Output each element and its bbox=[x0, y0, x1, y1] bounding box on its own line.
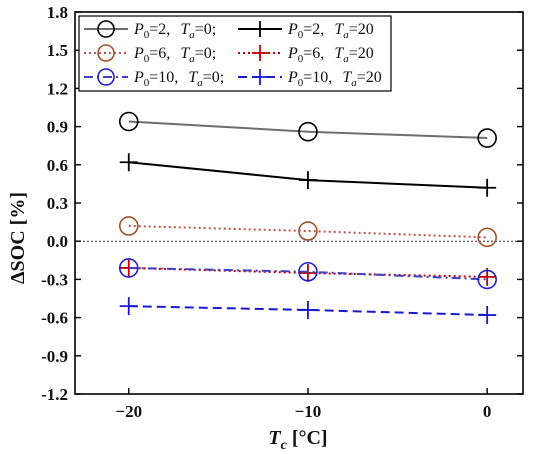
data-point-s1-1 bbox=[118, 111, 139, 132]
data-point-s6-1 bbox=[119, 297, 138, 316]
data-point-s3-2 bbox=[298, 221, 318, 241]
legend-label-4: P0=6, Ta=20 bbox=[287, 45, 374, 65]
series-line-6 bbox=[128, 305, 488, 317]
legend: P0=2, Ta=0; P0=2, Ta=20 P0=6, Ta=0; P0=6, Ta=20… bbox=[78, 15, 392, 92]
x-tick-label: 0 bbox=[483, 402, 492, 421]
y-tick-label: -0.9 bbox=[41, 347, 68, 366]
legend-marker-4 bbox=[252, 45, 268, 61]
series-line-1 bbox=[128, 120, 488, 140]
x-axis-title: Tc [°C] bbox=[268, 427, 327, 453]
data-point-s1-3 bbox=[477, 128, 497, 148]
x-tick-label: −10 bbox=[295, 402, 322, 421]
data-point-s6-2 bbox=[298, 300, 317, 319]
legend-marker-1 bbox=[97, 20, 115, 38]
y-tick-label: -0.6 bbox=[41, 309, 68, 328]
legend-label-3: P0=6, Ta=0; bbox=[133, 45, 216, 65]
y-tick-label: 0.6 bbox=[47, 156, 68, 175]
legend-marker-6 bbox=[252, 69, 268, 85]
data-point-s5-1 bbox=[118, 258, 139, 278]
legend-marker-2 bbox=[252, 21, 268, 37]
axes-layer: -1.2 -0.9 -0.6 -0.3 0.0 0.3 0.6 0.9 1.2 1.5 1.8 −20… bbox=[41, 3, 524, 421]
y-tick-label: 0.0 bbox=[47, 232, 68, 251]
data-point-s6-3 bbox=[478, 306, 497, 325]
y-tick-label: 0.9 bbox=[47, 118, 68, 137]
y-tick-label: -0.3 bbox=[41, 270, 68, 289]
data-point-s2-1 bbox=[119, 153, 138, 172]
data-point-s5-2 bbox=[298, 261, 318, 282]
legend-box bbox=[78, 15, 392, 92]
y-tick-label: -1.2 bbox=[41, 385, 68, 404]
y-tick-label: 1.2 bbox=[47, 79, 68, 98]
data-point-s2-3 bbox=[478, 178, 497, 197]
x-tick-label: −20 bbox=[115, 402, 142, 421]
y-tick-label: 1.8 bbox=[47, 3, 68, 22]
data-point-s5-3 bbox=[477, 269, 497, 290]
legend-label-5: P0=10, Ta=0; bbox=[133, 69, 224, 89]
legend-marker-3 bbox=[97, 44, 115, 62]
legend-label-1: P0=2, Ta=0; bbox=[133, 21, 216, 41]
y-axis-title: ΔSOC [%] bbox=[7, 192, 29, 284]
series-line-3 bbox=[128, 224, 488, 239]
legend-label-2: P0=2, Ta=20 bbox=[287, 21, 374, 41]
data-point-s2-2 bbox=[298, 171, 317, 190]
data-point-s4-2 bbox=[298, 264, 317, 283]
series-layer bbox=[118, 111, 497, 325]
data-point-s3-1 bbox=[118, 216, 139, 236]
data-point-s3-3 bbox=[477, 227, 497, 248]
y-tick-label: 0.3 bbox=[47, 194, 68, 213]
series-line-5 bbox=[128, 266, 488, 281]
data-point-s1-2 bbox=[298, 121, 318, 142]
y-tick-label: 1.5 bbox=[47, 41, 68, 60]
legend-marker-5 bbox=[97, 68, 115, 86]
legend-label-6: P0=10, Ta=20 bbox=[287, 69, 382, 89]
